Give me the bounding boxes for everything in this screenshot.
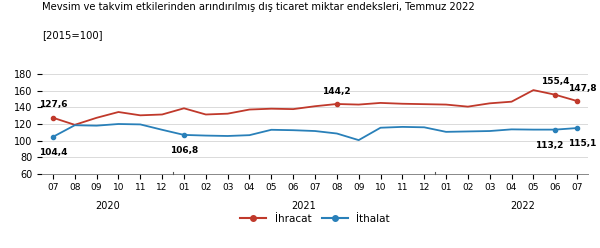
Text: 155,4: 155,4	[541, 77, 569, 86]
Text: 2020: 2020	[95, 201, 120, 211]
Text: 2022: 2022	[510, 201, 535, 211]
Text: 147,8: 147,8	[568, 84, 597, 93]
Legend: İhracat, İthalat: İhracat, İthalat	[236, 210, 394, 228]
Text: [2015=100]: [2015=100]	[42, 30, 103, 40]
Text: 113,2: 113,2	[535, 141, 564, 150]
Text: 144,2: 144,2	[323, 87, 351, 96]
Text: 2021: 2021	[292, 201, 316, 211]
Text: 127,6: 127,6	[38, 100, 67, 109]
Text: 104,4: 104,4	[38, 148, 67, 157]
Text: 115,1: 115,1	[568, 139, 597, 148]
Text: Mevsim ve takvim etkilerinden arındırılmış dış ticaret miktar endeksleri, Temmuz: Mevsim ve takvim etkilerinden arındırılm…	[42, 2, 475, 12]
Text: 106,8: 106,8	[170, 146, 198, 155]
